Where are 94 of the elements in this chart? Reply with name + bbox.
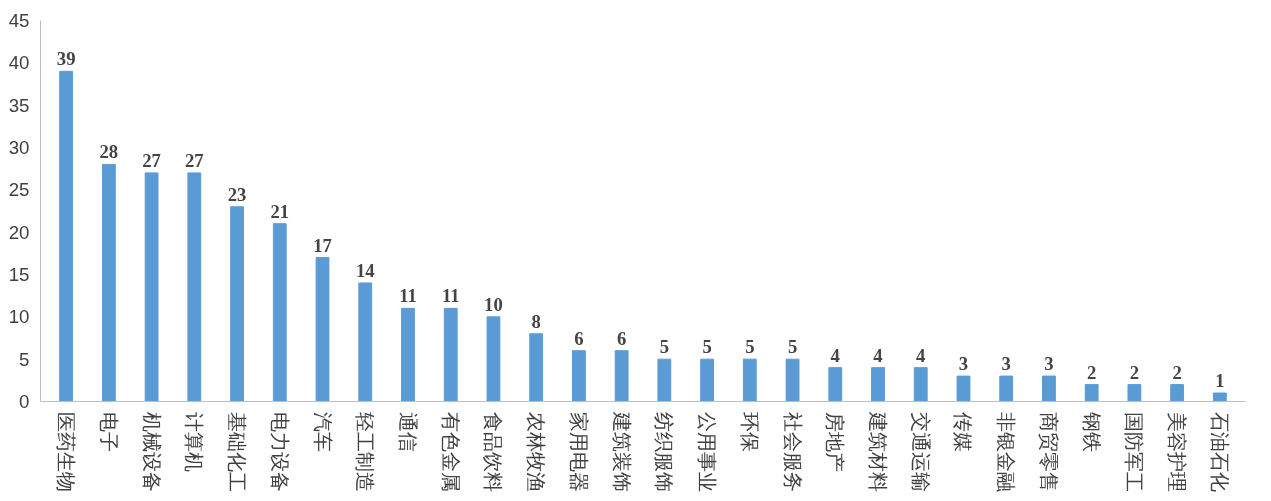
data-label: 5 (702, 336, 712, 358)
data-label: 4 (873, 344, 883, 366)
x-tick-label: 公用事业 (695, 412, 720, 493)
bar (913, 367, 928, 402)
data-label: 21 (270, 200, 290, 222)
data-label: 6 (574, 327, 584, 349)
x-tick-label: 非银金融 (994, 412, 1019, 493)
data-label: 27 (185, 149, 204, 171)
data-label: 2 (1129, 361, 1140, 383)
x-tick-label: 轻工制造 (353, 412, 378, 493)
x-tick-label: 有色金属 (438, 412, 463, 493)
data-label: 3 (1044, 353, 1054, 375)
data-label: 3 (1001, 353, 1011, 375)
bar (785, 358, 800, 402)
data-label: 39 (56, 48, 76, 70)
bar (657, 358, 672, 402)
x-tick-label: 食品饮料 (481, 412, 506, 493)
x-tick-label: 通信 (395, 412, 420, 453)
bar (486, 316, 501, 402)
data-label: 14 (355, 259, 375, 281)
bar (187, 172, 202, 402)
bar (1212, 392, 1227, 402)
bar (315, 257, 330, 402)
bar (871, 367, 885, 402)
x-tick-label: 纺织服饰 (652, 412, 677, 493)
bar (230, 206, 244, 402)
bar (59, 70, 74, 402)
data-label: 11 (441, 285, 460, 307)
bar (101, 163, 116, 402)
bar (999, 375, 1014, 402)
x-tick-label: 美容护理 (1165, 412, 1190, 493)
data-label: 11 (399, 285, 417, 307)
bar (742, 358, 757, 402)
x-tick-label: 建筑材料 (866, 411, 891, 493)
x-tick-label: 机械设备 (139, 412, 164, 493)
bar (358, 282, 373, 402)
x-tick-label: 电子 (96, 412, 121, 453)
x-tick-label: 钢铁 (1079, 411, 1104, 453)
y-tick-label: 20 (8, 221, 30, 243)
x-tick-label: 基础化工 (225, 412, 250, 493)
bar (828, 367, 843, 402)
bar (614, 350, 629, 402)
data-label: 1 (1215, 370, 1225, 392)
bar (1042, 375, 1056, 402)
bar (443, 307, 458, 402)
data-label: 4 (830, 344, 840, 366)
data-label: 4 (916, 344, 926, 366)
x-tick-label: 国防军工 (1122, 412, 1147, 493)
data-label: 27 (142, 149, 161, 171)
bar (571, 350, 586, 402)
x-tick-label: 传媒 (951, 412, 976, 453)
bar (1084, 384, 1099, 402)
x-tick-label: 房地产 (823, 412, 848, 473)
data-label: 28 (99, 141, 119, 163)
data-label: 2 (1172, 361, 1182, 383)
bar (401, 307, 415, 402)
x-tick-label: 建筑装饰 (609, 411, 634, 493)
bar (1170, 384, 1185, 402)
y-tick-label: 35 (8, 94, 30, 116)
x-tick-label: 医药生物 (54, 412, 79, 493)
x-tick-label: 汽车 (310, 412, 335, 453)
x-tick-label: 交通运输 (908, 412, 933, 493)
data-label: 2 (1087, 361, 1097, 383)
y-tick-label: 25 (8, 179, 30, 201)
x-tick-label: 家用电器 (566, 412, 591, 493)
y-tick-label: 15 (8, 264, 30, 285)
x-tick-label: 商贸零售 (1036, 412, 1061, 493)
bar (272, 223, 287, 402)
x-tick-label: 计算机 (182, 412, 207, 473)
data-label: 5 (745, 336, 755, 358)
data-label: 8 (531, 310, 541, 332)
data-label: 5 (787, 336, 798, 358)
x-tick-label: 环保 (737, 412, 762, 453)
y-tick-label: 5 (19, 348, 30, 370)
bar (529, 333, 544, 402)
x-tick-label: 电力设备 (267, 412, 292, 493)
x-tick-label: 社会服务 (780, 412, 805, 493)
bar (956, 375, 971, 402)
y-tick-label: 40 (8, 52, 30, 74)
data-label: 23 (227, 183, 247, 205)
data-label: 17 (313, 234, 332, 256)
data-label: 5 (659, 336, 670, 358)
x-tick-label: 石油石化 (1207, 412, 1232, 493)
y-tick-label: 0 (19, 391, 30, 412)
data-label: 10 (484, 293, 503, 315)
y-tick-label: 45 (8, 10, 30, 31)
bar (1127, 384, 1142, 402)
y-tick-label: 30 (8, 137, 30, 158)
data-label: 6 (616, 327, 627, 349)
data-label: 3 (958, 353, 969, 375)
bar (144, 172, 159, 402)
x-tick-label: 农林牧渔 (524, 412, 549, 493)
bar (700, 358, 715, 402)
y-tick-label: 10 (8, 306, 30, 328)
